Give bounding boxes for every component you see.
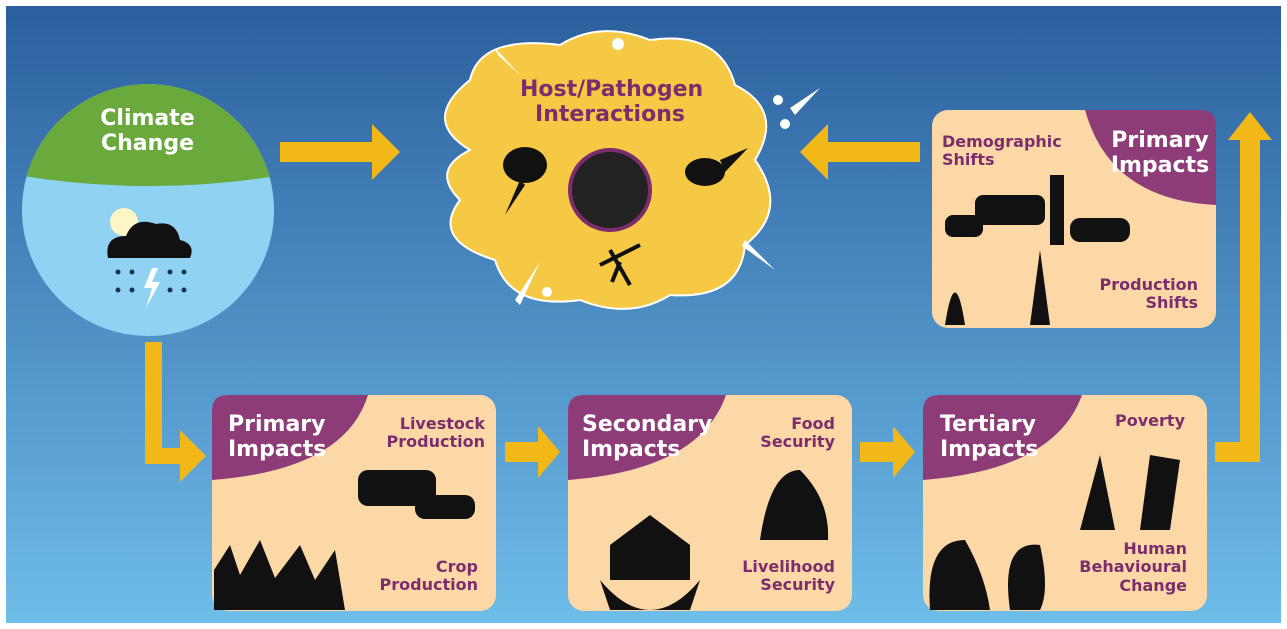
box-label: Production Shifts: [1080, 276, 1198, 313]
human-icon: [570, 150, 650, 230]
box-label: Demographic Shifts: [942, 133, 1082, 170]
diagram: Climate Change Host/Pathogen Interaction…: [0, 0, 1287, 629]
box-label: Poverty: [1090, 412, 1185, 430]
box-title: Tertiary Impacts: [940, 412, 1060, 463]
box-label: Human Behavioural Change: [1060, 540, 1187, 595]
box-label: Livelihood Security: [720, 558, 835, 595]
box-title: Primary Impacts: [228, 412, 338, 463]
box-title: Primary Impacts: [1105, 128, 1215, 179]
box-label: Crop Production: [360, 558, 478, 595]
box-label: Livestock Production: [370, 415, 485, 452]
cloud-label: Host/Pathogen Interactions: [520, 77, 700, 128]
box-label: Food Security: [740, 415, 835, 452]
box-title: Secondary Impacts: [582, 412, 722, 463]
climate-label: Climate Change: [80, 106, 215, 157]
